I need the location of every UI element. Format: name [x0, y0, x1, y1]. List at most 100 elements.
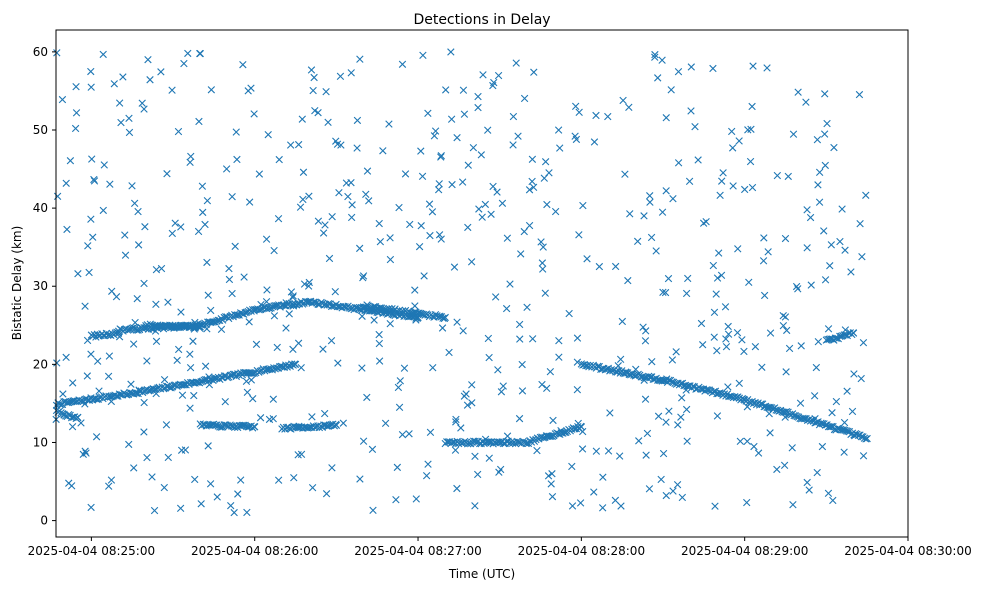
scatter-point [640, 376, 648, 384]
scatter-point [632, 365, 640, 374]
scatter-point [590, 138, 599, 146]
x-tick-label: 2025-04-04 08:29:00 [681, 544, 808, 558]
scatter-point [523, 303, 531, 312]
scatter-point [479, 71, 487, 79]
scatter-point [468, 381, 476, 389]
scatter-point [579, 201, 587, 210]
scatter-point [825, 335, 834, 343]
scatter-point [453, 133, 461, 142]
scatter-point [516, 335, 524, 343]
scatter-point [592, 447, 601, 455]
scatter-point [722, 335, 730, 343]
scatter-point [794, 88, 802, 96]
scatter-point [740, 185, 749, 194]
scatter-point [555, 337, 563, 345]
scatter-point [68, 422, 77, 431]
scatter-point [682, 386, 690, 394]
scatter-point [63, 225, 71, 234]
scatter-point [453, 318, 461, 326]
scatter-point [549, 416, 557, 425]
scatter-point [359, 274, 367, 282]
scatter-point [225, 264, 233, 273]
scatter-point [203, 196, 212, 205]
scatter-point [856, 220, 864, 228]
scatter-point [285, 310, 293, 318]
scatter-point [642, 451, 650, 459]
scatter-point [574, 419, 582, 428]
scatter-point [471, 452, 479, 460]
scatter-point [344, 192, 352, 201]
scatter-point [749, 62, 757, 70]
scatter-point [578, 445, 587, 453]
scatter-point [673, 481, 682, 489]
scatter-point [304, 282, 313, 290]
scatter-point [850, 370, 858, 378]
scatter-point [299, 195, 307, 204]
scatter-point [336, 72, 345, 81]
x-tick-label: 2025-04-04 08:30:00 [844, 544, 971, 558]
scatter-point [458, 178, 467, 186]
scatter-point [489, 81, 497, 90]
scatter-point [520, 227, 528, 236]
scatter-point [583, 255, 591, 263]
scatter-point [529, 183, 538, 192]
scatter-point [240, 273, 248, 281]
scatter-point [789, 500, 797, 509]
scatter-point [333, 302, 342, 311]
scatter-point [216, 423, 224, 431]
scatter-point [506, 280, 514, 288]
y-tick-label: 50 [33, 123, 48, 137]
x-tick-label: 2025-04-04 08:25:00 [28, 544, 155, 558]
scatter-point [518, 360, 526, 369]
scatter-point [65, 479, 73, 487]
scatter-point [543, 384, 551, 392]
scatter-point [818, 442, 827, 451]
scatter-point [697, 319, 706, 328]
scatter-point [674, 68, 683, 76]
scatter-point [824, 489, 833, 498]
scatter-point [621, 368, 630, 376]
scatter-point [321, 221, 329, 229]
scatter-point [687, 63, 695, 71]
scatter-point [307, 66, 316, 74]
scatter-point [270, 246, 278, 255]
scatter-point [87, 503, 95, 512]
scatter-point [121, 251, 130, 259]
scatter-point [310, 73, 318, 82]
scatter-point [178, 391, 187, 399]
scatter-point [140, 398, 148, 407]
scatter-point [376, 238, 385, 246]
scatter-point [782, 368, 790, 376]
scatter-point [250, 110, 258, 118]
scatter-point [709, 261, 718, 270]
scatter-point [855, 90, 864, 99]
scatter-point [748, 183, 757, 192]
scatter-point [494, 366, 502, 374]
scatter-point [205, 373, 213, 381]
scatter-point [669, 487, 677, 495]
scatter-point [180, 59, 188, 68]
scatter-point [290, 473, 298, 482]
scatter-point [729, 182, 737, 190]
scatter-point [201, 220, 209, 229]
scatter-point [289, 293, 297, 302]
scatter-point [805, 486, 813, 494]
scatter-point [821, 276, 830, 284]
scatter-point [662, 114, 670, 122]
scatter-point [784, 172, 792, 181]
scatter-point [199, 208, 207, 217]
scatter-point [411, 312, 420, 320]
scatter-point [848, 407, 857, 416]
scatter-point [734, 245, 742, 253]
scatter-point [491, 293, 500, 301]
scatter-point [195, 117, 203, 126]
scatter-point [342, 179, 351, 187]
scatter-point [255, 170, 264, 178]
scatter-point [651, 53, 659, 61]
scatter-point [74, 413, 82, 422]
scatter-point [858, 253, 866, 261]
scatter-point [228, 289, 236, 298]
scatter-point [539, 243, 547, 251]
scatter-point [422, 471, 431, 480]
scatter-point [754, 449, 763, 457]
